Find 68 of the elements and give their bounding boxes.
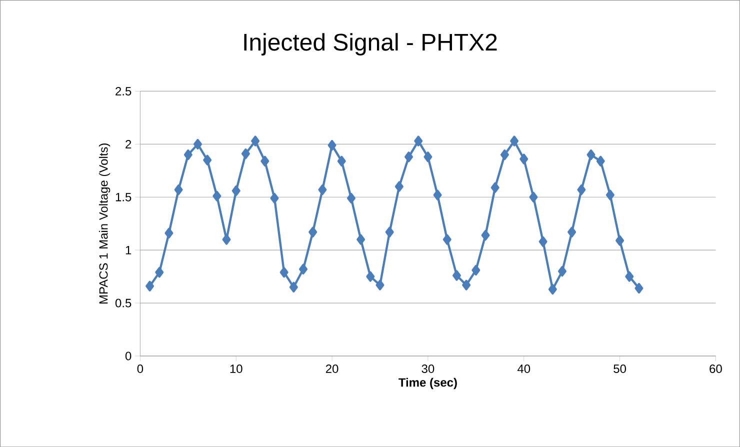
x-tick-label: 10 [230,364,242,373]
x-tick-label: 30 [422,364,434,373]
point [299,264,308,274]
point [529,192,538,202]
point [318,184,327,195]
point [328,140,336,150]
y-tick-label: 1.5 [116,192,132,202]
point [586,149,596,160]
x-tick-label: 60 [710,364,722,373]
y-tick-label: 2.5 [116,86,132,96]
point [241,148,250,159]
point [164,228,174,238]
point [616,235,624,246]
point [577,184,586,195]
point [193,138,202,150]
y-tick-label: 2 [126,140,132,148]
y-tick-label: 0 [125,352,132,360]
point [520,154,528,164]
point [481,230,490,240]
point [558,266,566,276]
point [280,266,288,278]
point [596,156,605,166]
point [385,226,394,238]
point [462,280,471,290]
y-tick-label: 1 [126,246,132,254]
point [606,190,614,200]
point [394,181,404,192]
point [308,226,318,238]
point [568,226,576,238]
point [289,282,298,292]
x-tick-label: 20 [326,364,338,373]
point [184,149,192,160]
point [404,151,414,162]
point [270,192,279,204]
y-tick-label: 0.5 [115,298,132,308]
point [634,282,644,294]
point [212,190,222,202]
point [490,182,500,193]
point [500,149,509,160]
point [203,154,212,166]
point [452,270,461,281]
y-axis-title: MPACS 1 Main Voltage (Volts) [98,143,110,304]
x-axis-title: Time (sec) [398,378,457,389]
point [472,264,480,276]
point [366,271,375,282]
point [260,156,270,166]
point [356,234,366,245]
point [538,236,548,247]
point [510,136,519,146]
point [625,271,634,282]
chart-title: Injected Signal - PHTX2 [244,32,497,56]
point [433,190,442,200]
point [424,151,432,162]
point [232,185,240,196]
point [442,234,452,245]
x-tick-label: 40 [517,364,530,373]
point [251,136,260,146]
x-tick-label: 0 [137,364,144,373]
point [376,280,384,290]
point [337,156,346,166]
point [174,184,183,195]
point [414,136,423,146]
point [346,192,356,204]
x-tick-label: 50 [614,364,626,373]
point [155,266,164,278]
point [548,284,557,294]
point [222,234,231,245]
point [146,280,154,292]
